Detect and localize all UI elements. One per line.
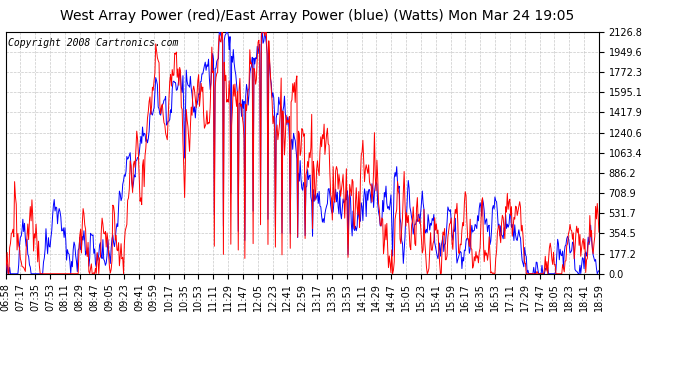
Text: West Array Power (red)/East Array Power (blue) (Watts) Mon Mar 24 19:05: West Array Power (red)/East Array Power … [60, 9, 575, 23]
Text: Copyright 2008 Cartronics.com: Copyright 2008 Cartronics.com [8, 38, 179, 48]
